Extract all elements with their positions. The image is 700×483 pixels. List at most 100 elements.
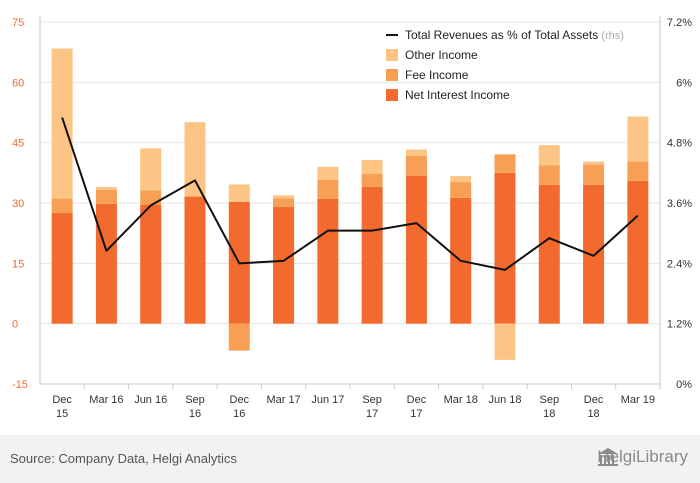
chart-svg: 75 60 45 30 15 0 -15 7.2% 6% 4.8% 3.6% 2.4% 1.2% 0% De… (12, 16, 692, 420)
bar-fee-income (228, 323, 250, 351)
footer: Source: Company Data, Helgi Analytics He… (0, 435, 700, 483)
legend-box-swatch (386, 49, 398, 61)
x-tick-label-line: Mar 17 (266, 394, 300, 406)
y-left-tick-label: 45 (12, 138, 24, 150)
x-tick-label: Dec 17 (407, 394, 427, 420)
bar-other-income (95, 186, 117, 190)
line-total-revenues-pct-assets (61, 117, 639, 271)
bar-fee-income (583, 164, 605, 185)
y-right-tick-label: 6% (676, 77, 692, 89)
x-tick-label: Sep 16 (185, 394, 205, 420)
legend-box-swatch (386, 89, 398, 101)
x-tick-label-line: Mar 19 (621, 394, 655, 406)
x-tick-label: Mar 17 (266, 394, 300, 406)
bar-other-income (494, 323, 516, 360)
brand-name: HelgiLibrary (597, 447, 688, 466)
x-tick-label: Jun 18 (488, 394, 521, 406)
bar-other-income (361, 159, 383, 174)
y-left-tick-label: 15 (12, 258, 24, 270)
y-right-tick-label: 4.8% (667, 138, 692, 150)
x-tick-label: Dec 18 (584, 394, 604, 420)
x-tick-label: Dec 16 (230, 394, 250, 420)
bar-other-income (140, 148, 162, 191)
bar-net-interest-income (627, 180, 649, 324)
bar-fee-income (273, 198, 295, 208)
bar-fee-income (538, 165, 560, 185)
bar-other-income (450, 176, 472, 183)
y-left-tick-label: 30 (12, 198, 24, 210)
y-left-tick-label: 0 (12, 319, 18, 331)
legend-label: Other Income (405, 48, 478, 62)
bar-fee-income (140, 190, 162, 206)
bar-fee-income (450, 182, 472, 198)
source-text: Source: Company Data, Helgi Analytics (10, 451, 237, 466)
x-tick-label-line: Sep (185, 394, 205, 406)
x-tick-label-line: Jun 17 (311, 394, 344, 406)
bar-other-income (317, 166, 339, 180)
bar-other-income (627, 116, 649, 162)
bar-net-interest-income (317, 198, 339, 324)
bar-net-interest-income (494, 172, 516, 324)
x-tick-label-line: Sep (362, 394, 382, 406)
bar-other-income (228, 184, 250, 202)
x-tick-label: Jun 17 (311, 394, 344, 406)
x-tick-label: Mar 18 (444, 394, 478, 406)
x-tick-label-line: Dec (230, 394, 250, 406)
y-left-tick-label: 75 (12, 17, 24, 29)
bar-fee-income (51, 198, 73, 214)
y-right-tick-label: 2.4% (667, 258, 692, 270)
x-tick-label-line: 18 (587, 408, 599, 420)
bar-fee-income (405, 155, 427, 176)
bar-net-interest-income (51, 213, 73, 324)
bar-net-interest-income (273, 207, 295, 324)
x-tick-label-line: Dec (407, 394, 427, 406)
x-tick-label-line: Dec (52, 394, 72, 406)
bar-net-interest-income (405, 175, 427, 324)
bar-fee-income (95, 189, 117, 204)
x-tick-label: Jun 16 (134, 394, 167, 406)
bar-other-income (51, 48, 73, 199)
bar-net-interest-income (538, 184, 560, 324)
bar-other-income (583, 161, 605, 165)
x-tick-label-line: Dec (584, 394, 604, 406)
bar-fee-income (361, 173, 383, 187)
legend-label: Fee Income (405, 68, 469, 82)
bar-net-interest-income (140, 205, 162, 324)
bar-fee-income (494, 154, 516, 173)
library-building-icon (598, 448, 619, 466)
bar-fee-income (627, 161, 649, 181)
x-tick-label-line: 16 (189, 408, 201, 420)
y-right-tick-label: 1.2% (667, 319, 692, 331)
legend-label: Net Interest Income (405, 88, 510, 102)
legend-box-swatch (386, 69, 398, 81)
x-tick-label-line: Mar 16 (89, 394, 123, 406)
y-left-tick-label: -15 (12, 379, 28, 391)
bar-other-income (538, 145, 560, 166)
bar-other-income (184, 122, 206, 196)
x-tick-label-line: Jun 18 (488, 394, 521, 406)
x-tick-label: Mar 16 (89, 394, 123, 406)
x-tick-label-line: Jun 16 (134, 394, 167, 406)
bar-other-income (405, 149, 427, 156)
x-tick-label: Sep 18 (539, 394, 559, 420)
legend-suffix: (rhs) (598, 30, 624, 42)
x-tick-label-line: 15 (56, 408, 68, 420)
x-tick-label-line: Sep (539, 394, 559, 406)
x-tick-label-line: Mar 18 (444, 394, 478, 406)
bar-other-income (273, 195, 295, 199)
bar-fee-income (184, 195, 206, 197)
x-tick-label: Mar 19 (621, 394, 655, 406)
x-tick-label: Dec 15 (52, 394, 72, 420)
bar-fee-income (317, 179, 339, 199)
x-tick-label-line: 18 (543, 408, 555, 420)
bar-net-interest-income (361, 186, 383, 324)
x-tick-label: Sep 17 (362, 394, 382, 420)
legend-label: Total Revenues as % of Total Assets (rhs… (405, 28, 624, 42)
bar-net-interest-income (583, 184, 605, 324)
brand[interactable]: HelgiLibrary (597, 447, 688, 467)
x-tick-label-line: 17 (366, 408, 378, 420)
y-right-tick-label: 7.2% (667, 17, 692, 29)
x-tick-label-line: 16 (233, 408, 245, 420)
y-right-tick-label: 0% (676, 379, 692, 391)
